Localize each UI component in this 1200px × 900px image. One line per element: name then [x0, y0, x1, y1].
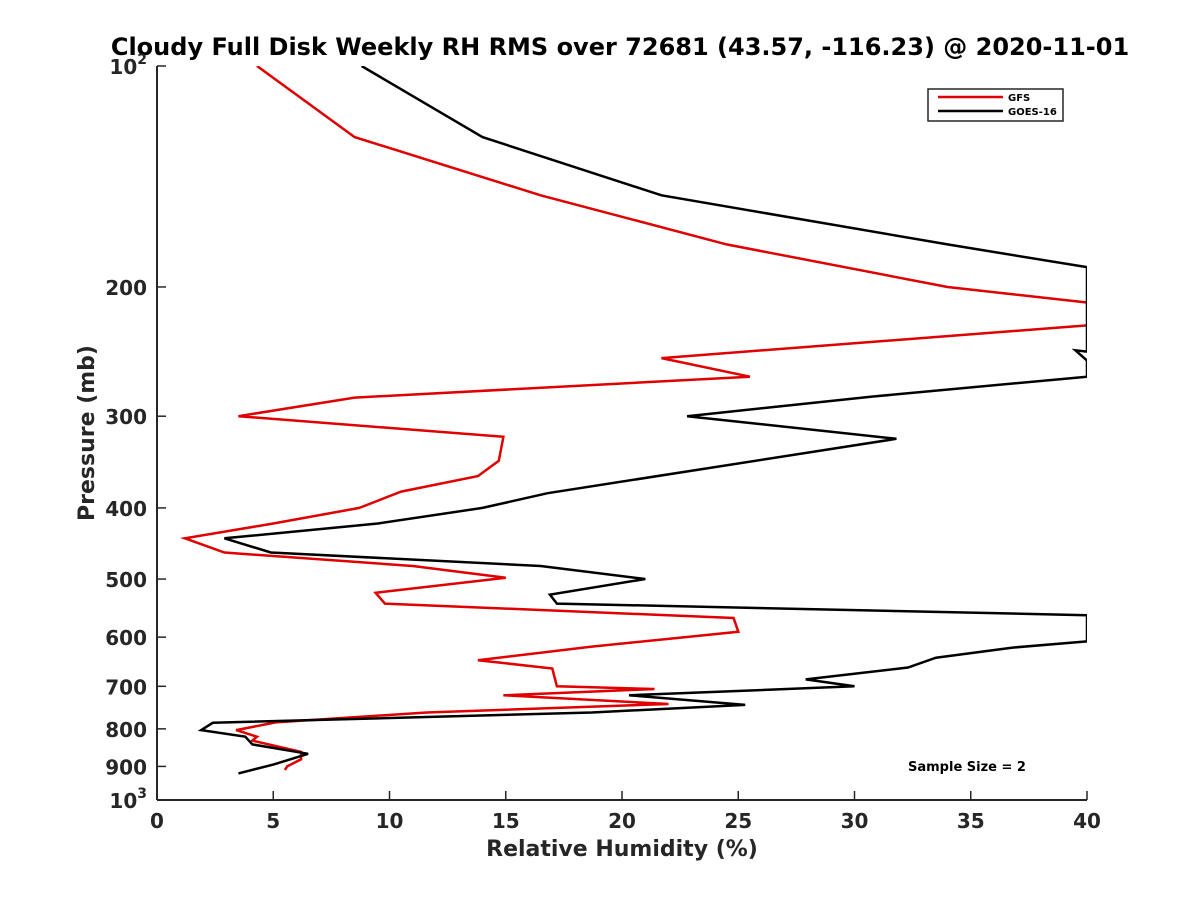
x-tick-label: 35 — [957, 809, 985, 833]
x-tick-label: 40 — [1073, 809, 1101, 833]
y-tick-label: 600 — [105, 626, 147, 650]
x-tick-label: 0 — [150, 809, 164, 833]
y-tick-label: 400 — [105, 497, 147, 521]
legend-label-goes16: GOES-16 — [1008, 107, 1057, 118]
series-line-goes16 — [197, 66, 1087, 775]
legend: GFS GOES-16 — [927, 88, 1064, 122]
x-tick-label: 20 — [608, 809, 636, 833]
y-tick-label: 300 — [105, 405, 147, 429]
legend-label-gfs: GFS — [1008, 93, 1030, 104]
y-tick-label: 500 — [105, 568, 147, 592]
legend-box — [927, 88, 1064, 122]
chart-title: Cloudy Full Disk Weekly RH RMS over 7268… — [111, 33, 1129, 61]
y-tick-label: 900 — [105, 755, 147, 779]
x-axis-title: Relative Humidity (%) — [486, 837, 758, 862]
series-layer — [179, 66, 1087, 775]
plot-area — [156, 66, 1087, 801]
y-tick-label: 800 — [105, 718, 147, 742]
sample-size-annotation: Sample Size = 2 — [908, 760, 1026, 775]
x-tick-label: 30 — [841, 809, 869, 833]
y-tick-label: 103 — [109, 786, 147, 813]
y-tick-label: 700 — [105, 675, 147, 699]
series-line-gfs — [179, 66, 1087, 771]
x-axis-ticks: 0 5 10 15 20 25 30 35 40 — [150, 791, 1101, 833]
x-tick-label: 25 — [724, 809, 752, 833]
x-tick-label: 10 — [376, 809, 404, 833]
y-tick-label: 102 — [109, 52, 147, 79]
y-tick-label: 200 — [105, 276, 147, 300]
y-axis-ticks: 102 200 300 400 500 600 700 800 900 103 — [105, 52, 166, 813]
x-tick-label: 15 — [492, 809, 520, 833]
y-axis-title: Pressure (mb) — [75, 345, 100, 521]
x-tick-label: 5 — [266, 809, 280, 833]
